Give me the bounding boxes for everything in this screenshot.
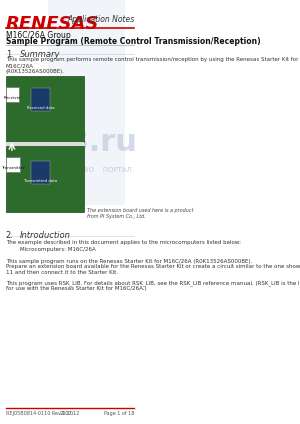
Text: Receiver: Receiver — [3, 96, 21, 100]
Text: Summary: Summary — [20, 50, 60, 59]
Text: Transmitted data: Transmitted data — [24, 179, 57, 182]
Text: The extension board used here is a product
from PI System Co., Ltd.: The extension board used here is a produ… — [87, 208, 193, 218]
Text: Page 1 of 18: Page 1 of 18 — [104, 411, 134, 416]
FancyBboxPatch shape — [6, 142, 84, 146]
Text: Introduction: Introduction — [20, 231, 70, 240]
Text: The example described in this document applies to the microcomputers listed belo: The example described in this document a… — [6, 240, 241, 245]
Text: This program uses RSK_LIB. For details about RSK_LIB, see the RSK_LIB reference : This program uses RSK_LIB. For details a… — [6, 280, 300, 291]
Text: RENESAS: RENESAS — [6, 15, 99, 33]
Text: 1.: 1. — [6, 50, 14, 59]
FancyBboxPatch shape — [48, 0, 125, 205]
FancyBboxPatch shape — [6, 76, 84, 142]
FancyBboxPatch shape — [6, 157, 20, 172]
Text: 2007.12: 2007.12 — [60, 411, 80, 416]
FancyBboxPatch shape — [6, 146, 84, 212]
Text: Application Notes: Application Notes — [67, 15, 134, 24]
Text: Received data: Received data — [27, 106, 54, 110]
Text: З.ru: З.ru — [67, 128, 137, 156]
Text: Transmitter: Transmitter — [1, 166, 25, 170]
Text: This sample program performs remote control transmission/reception by using the : This sample program performs remote cont… — [6, 57, 298, 74]
Text: Microcomputers: M16C/26A: Microcomputers: M16C/26A — [20, 247, 95, 252]
FancyBboxPatch shape — [6, 87, 19, 102]
Text: M16C/26A Group: M16C/26A Group — [6, 31, 70, 39]
Text: Sample Program (Remote Control Transmission/Reception): Sample Program (Remote Control Transmiss… — [6, 37, 260, 46]
FancyBboxPatch shape — [31, 88, 50, 111]
Text: 2.: 2. — [6, 231, 14, 240]
Text: ИНФО    ПОРТАЛ: ИНФО ПОРТАЛ — [72, 167, 132, 173]
Text: REJ05B0814-0110 Rev.1.10: REJ05B0814-0110 Rev.1.10 — [6, 411, 73, 416]
FancyBboxPatch shape — [31, 161, 50, 184]
Text: This sample program runs on the Renesas Starter Kit for M16C/26A (R0K13526AS000B: This sample program runs on the Renesas … — [6, 259, 300, 275]
